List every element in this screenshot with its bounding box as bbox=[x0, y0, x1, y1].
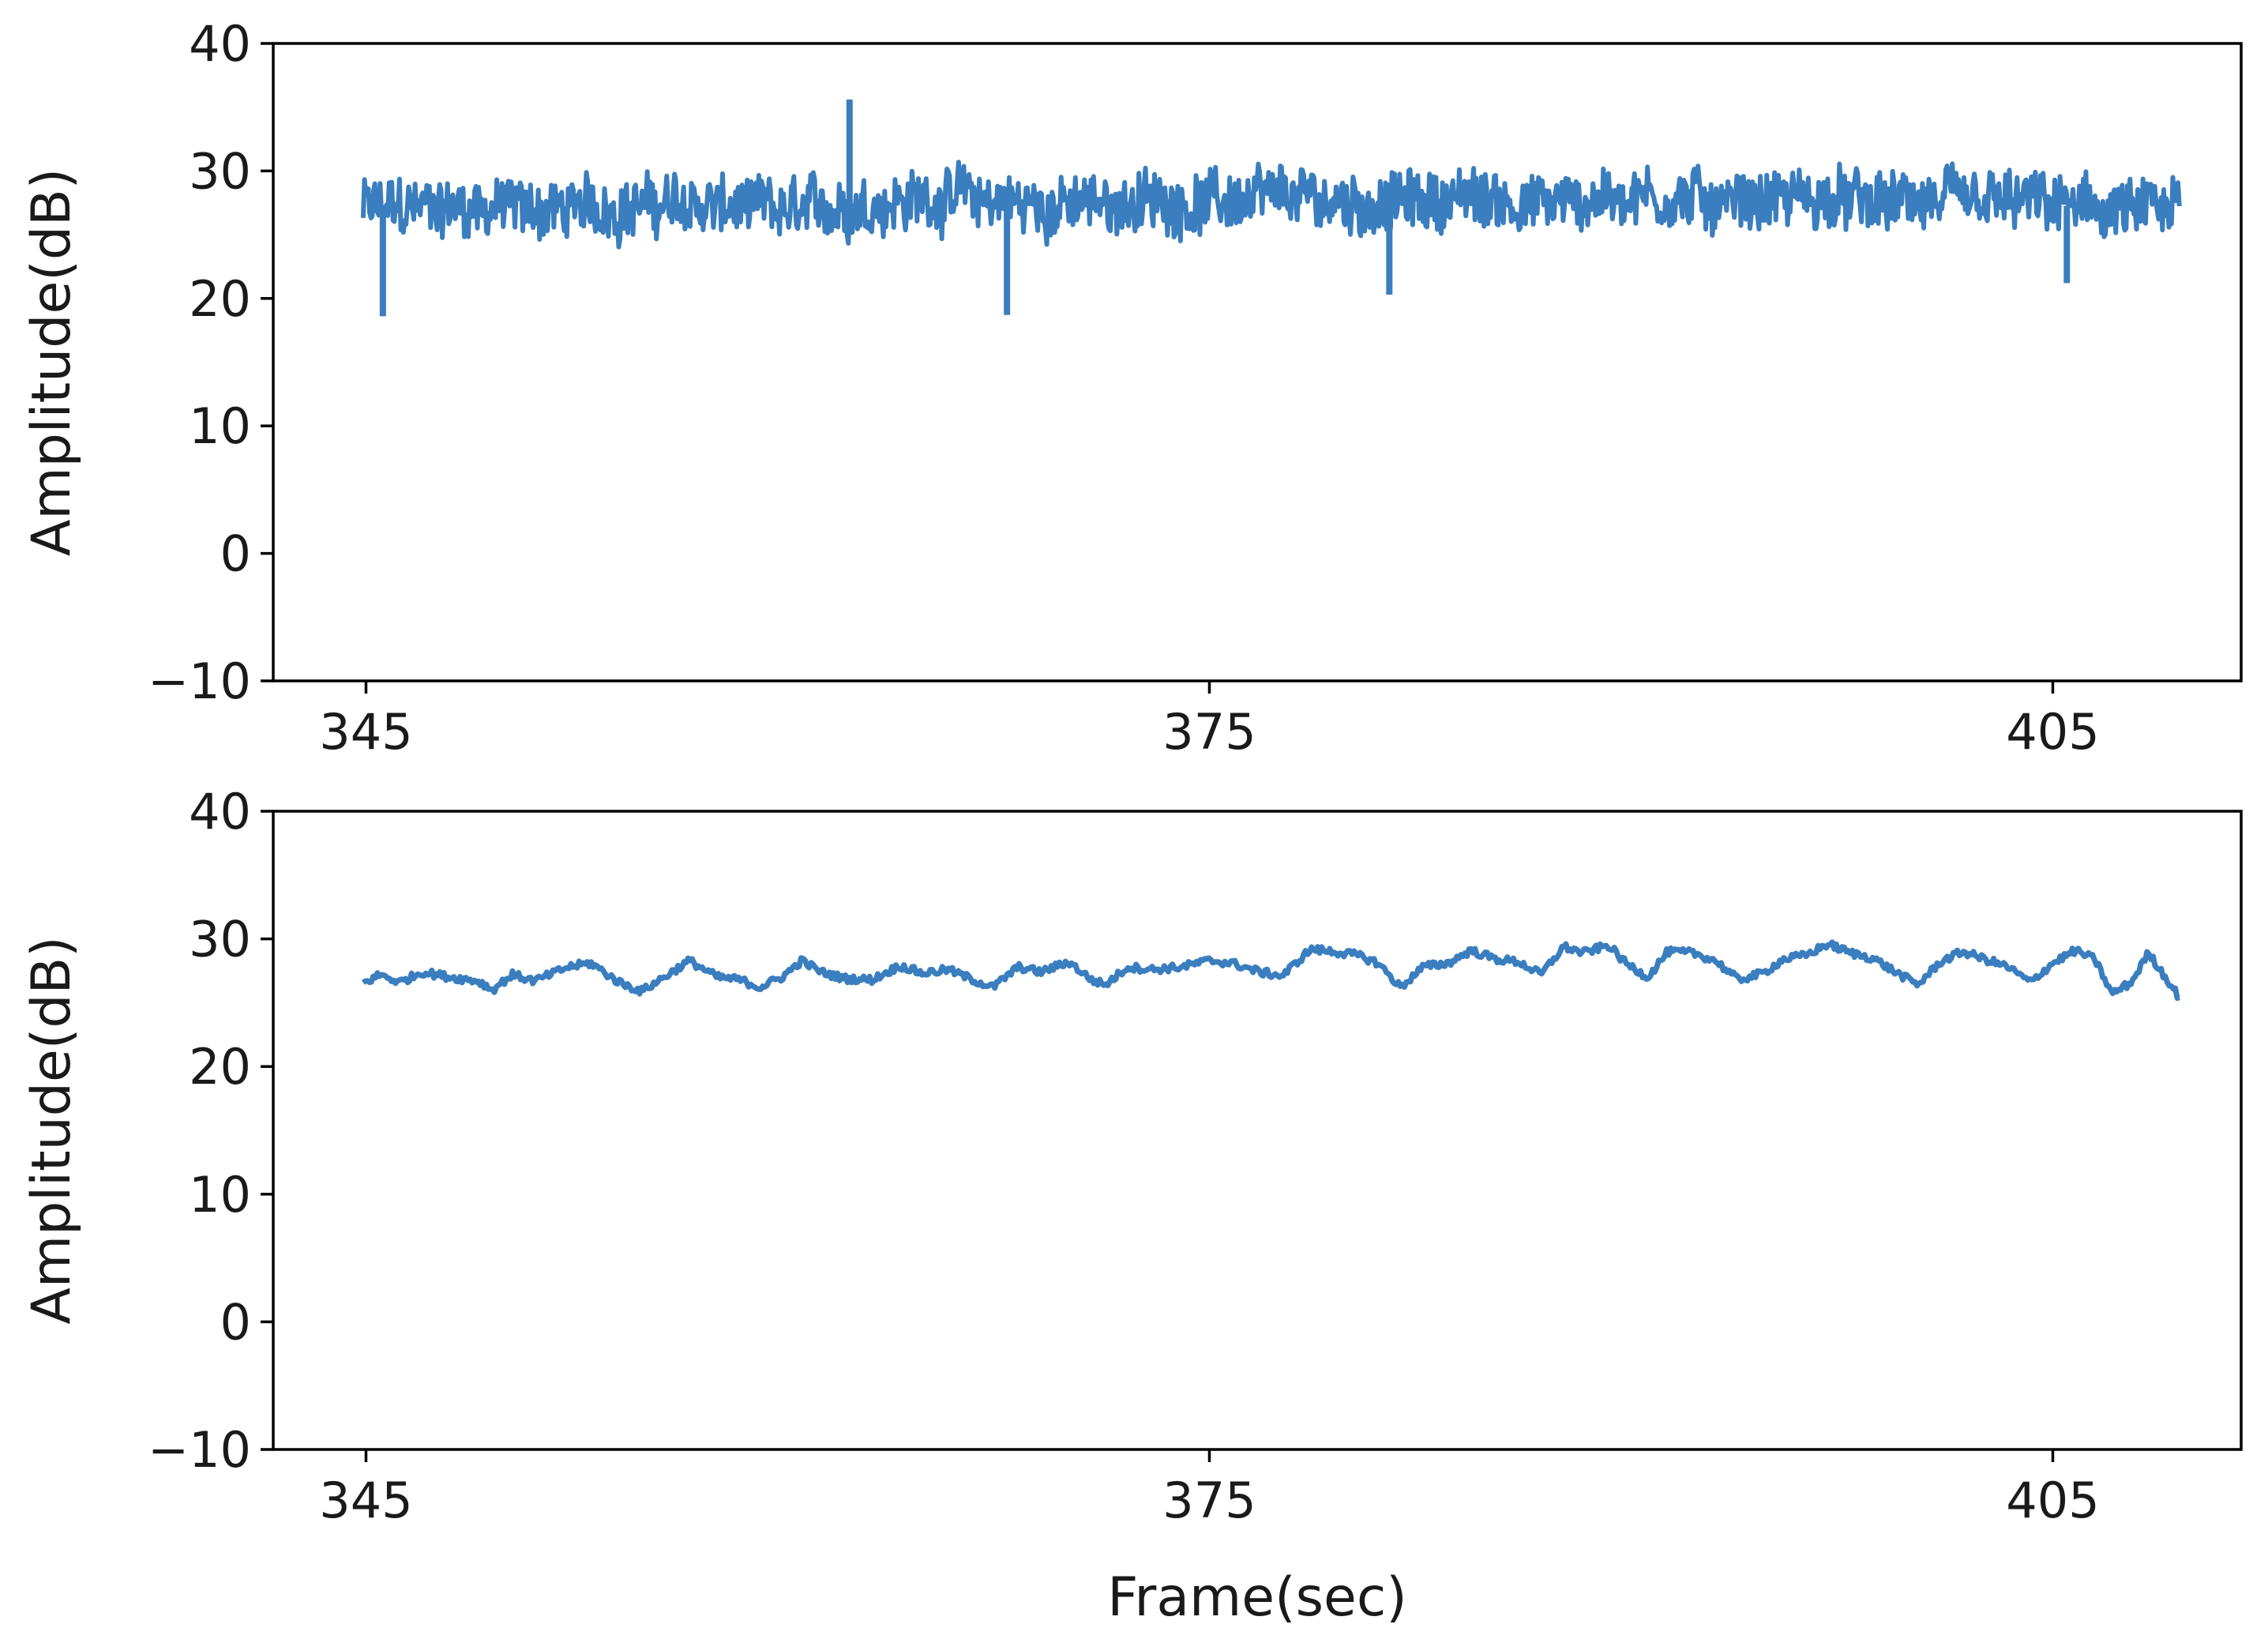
y-axis-label: Amplitude(dB) bbox=[21, 168, 83, 556]
x-tick-label: 405 bbox=[2006, 703, 2099, 761]
x-axis-label: Frame(sec) bbox=[1107, 1566, 1407, 1629]
series-line-0 bbox=[361, 939, 2180, 1002]
x-tick-label: 375 bbox=[1162, 703, 1256, 761]
x-tick-label: 375 bbox=[1162, 1472, 1256, 1529]
x-tick-label: 345 bbox=[319, 1472, 412, 1529]
top-subplot: −10 0 10 20 30 40 345 375 405 Amplitude(dB) bbox=[21, 15, 2243, 761]
y-tick-label: 20 bbox=[189, 1038, 251, 1096]
y-axis-label: Amplitude(dB) bbox=[21, 936, 83, 1324]
bottom-subplot: −10 0 10 20 30 40 345 375 405 Amplitude(dB) Frame(… bbox=[21, 783, 2243, 1629]
y-tick-label: 10 bbox=[189, 397, 251, 455]
y-tick-label: 20 bbox=[189, 270, 251, 328]
axes-frame bbox=[272, 42, 2243, 682]
y-tick-label: 0 bbox=[220, 525, 251, 583]
y-tick-label: −10 bbox=[148, 1421, 251, 1479]
y-tick-label: 0 bbox=[220, 1293, 251, 1351]
y-tick-label: 40 bbox=[189, 783, 251, 840]
x-tick-label: 405 bbox=[2006, 1472, 2099, 1529]
y-tick-label: −10 bbox=[148, 652, 251, 710]
y-tick-label: 40 bbox=[189, 15, 251, 73]
series-line-0 bbox=[360, 160, 2182, 250]
y-tick-label: 10 bbox=[189, 1166, 251, 1224]
x-tick-label: 345 bbox=[319, 703, 412, 761]
axes-frame bbox=[272, 810, 2243, 1451]
y-tick-label: 30 bbox=[189, 142, 251, 200]
y-tick-label: 30 bbox=[189, 911, 251, 968]
